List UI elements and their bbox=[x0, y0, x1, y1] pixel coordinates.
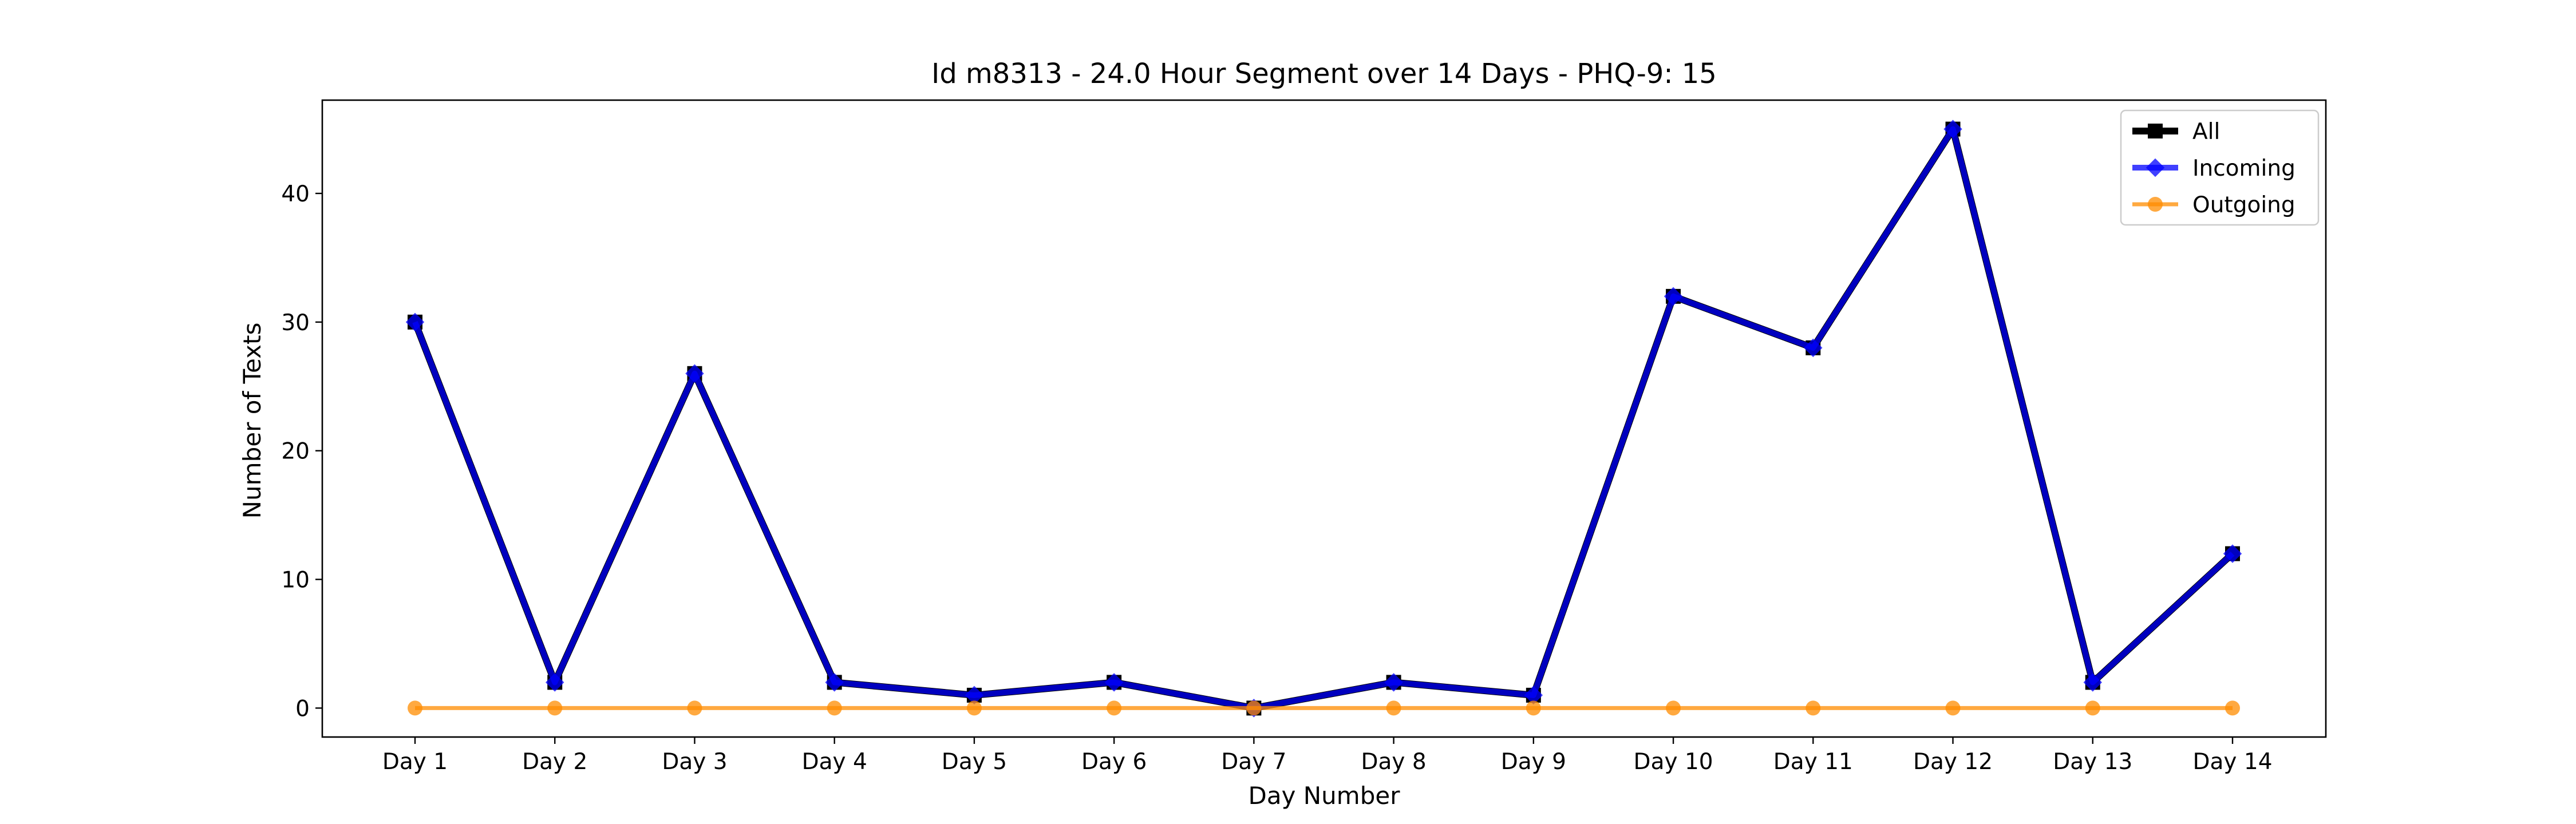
data-point-incoming bbox=[2223, 544, 2242, 563]
data-point-outgoing bbox=[1246, 700, 1262, 716]
x-tick-label: Day 13 bbox=[2053, 749, 2132, 775]
legend-marker-all bbox=[2148, 124, 2163, 138]
legend: All Incoming Outgoing bbox=[2120, 109, 2320, 226]
x-axis-label: Day Number bbox=[1248, 782, 1400, 810]
legend-marker-incoming bbox=[2146, 158, 2165, 177]
y-tick-label: 20 bbox=[281, 439, 310, 465]
data-point-outgoing bbox=[1526, 700, 1541, 716]
axes-frame bbox=[321, 99, 2327, 738]
data-point-incoming bbox=[1104, 673, 1124, 692]
data-point-incoming bbox=[685, 364, 704, 383]
series-all bbox=[408, 121, 2240, 716]
data-point-incoming bbox=[1804, 338, 1823, 358]
x-tick-label: Day 1 bbox=[382, 749, 448, 775]
y-tick-label: 30 bbox=[281, 310, 310, 336]
series-line-all bbox=[412, 125, 2235, 712]
legend-item-outgoing: Outgoing bbox=[2132, 192, 2296, 218]
axes-layer bbox=[321, 99, 2327, 738]
x-tick-label: Day 4 bbox=[802, 749, 867, 775]
data-point-outgoing bbox=[2225, 700, 2240, 716]
y-tick-label: 40 bbox=[281, 181, 310, 207]
data-point-outgoing bbox=[1107, 700, 1122, 716]
y-tick-label: 10 bbox=[281, 568, 310, 593]
y-axis-label: Number of Texts bbox=[238, 323, 266, 519]
data-point-incoming bbox=[1524, 686, 1543, 705]
x-tick-label: Day 6 bbox=[1081, 749, 1147, 775]
x-tick-label: Day 10 bbox=[1634, 749, 1713, 775]
legend-label-outgoing: Outgoing bbox=[2192, 192, 2296, 218]
x-tick-label: Day 8 bbox=[1361, 749, 1426, 775]
legend-box bbox=[2120, 109, 2320, 226]
series-layer bbox=[405, 120, 2242, 718]
data-point-outgoing bbox=[408, 700, 422, 716]
data-point-incoming bbox=[2083, 673, 2103, 692]
x-tick-label: Day 7 bbox=[1221, 749, 1286, 775]
legend-item-all: All bbox=[2132, 119, 2220, 145]
data-point-outgoing bbox=[1945, 700, 1961, 716]
data-point-outgoing bbox=[1666, 700, 1681, 716]
y-tick-label: 0 bbox=[295, 696, 310, 722]
x-tick-label: Day 3 bbox=[662, 749, 727, 775]
chart-title: Id m8313 - 24.0 Hour Segment over 14 Day… bbox=[931, 58, 1717, 90]
legend-item-incoming: Incoming bbox=[2132, 156, 2296, 181]
data-point-incoming bbox=[965, 686, 984, 705]
x-tick-label: Day 9 bbox=[1501, 749, 1566, 775]
x-tick-label: Day 5 bbox=[942, 749, 1007, 775]
data-point-outgoing bbox=[547, 700, 563, 716]
series-outgoing bbox=[408, 700, 2240, 716]
data-point-incoming bbox=[825, 673, 844, 692]
legend-label-all: All bbox=[2192, 119, 2220, 145]
legend-marker-outgoing bbox=[2148, 197, 2163, 212]
data-point-outgoing bbox=[1805, 700, 1821, 716]
series-incoming bbox=[405, 120, 2242, 718]
x-tick-label: Day 14 bbox=[2192, 749, 2272, 775]
data-point-outgoing bbox=[687, 700, 702, 716]
data-point-incoming bbox=[1664, 287, 1683, 306]
x-tick-label: Day 11 bbox=[1773, 749, 1853, 775]
data-point-outgoing bbox=[1386, 700, 1401, 716]
data-point-outgoing bbox=[2085, 700, 2100, 716]
ticks-layer: Day 1 Day 2 Day 3 Day 4 Day 5 Day 6 Day 7 Day 8… bbox=[281, 181, 2272, 775]
x-tick-label: Day 2 bbox=[522, 749, 587, 775]
data-point-outgoing bbox=[966, 700, 982, 716]
data-point-incoming bbox=[1943, 120, 1962, 138]
data-point-incoming bbox=[1384, 673, 1403, 692]
data-point-outgoing bbox=[827, 700, 842, 716]
series-line-incoming bbox=[412, 126, 2235, 711]
data-point-incoming bbox=[545, 673, 564, 692]
legend-label-incoming: Incoming bbox=[2192, 156, 2296, 181]
data-point-incoming bbox=[405, 312, 425, 332]
x-tick-label: Day 12 bbox=[1913, 749, 1993, 775]
